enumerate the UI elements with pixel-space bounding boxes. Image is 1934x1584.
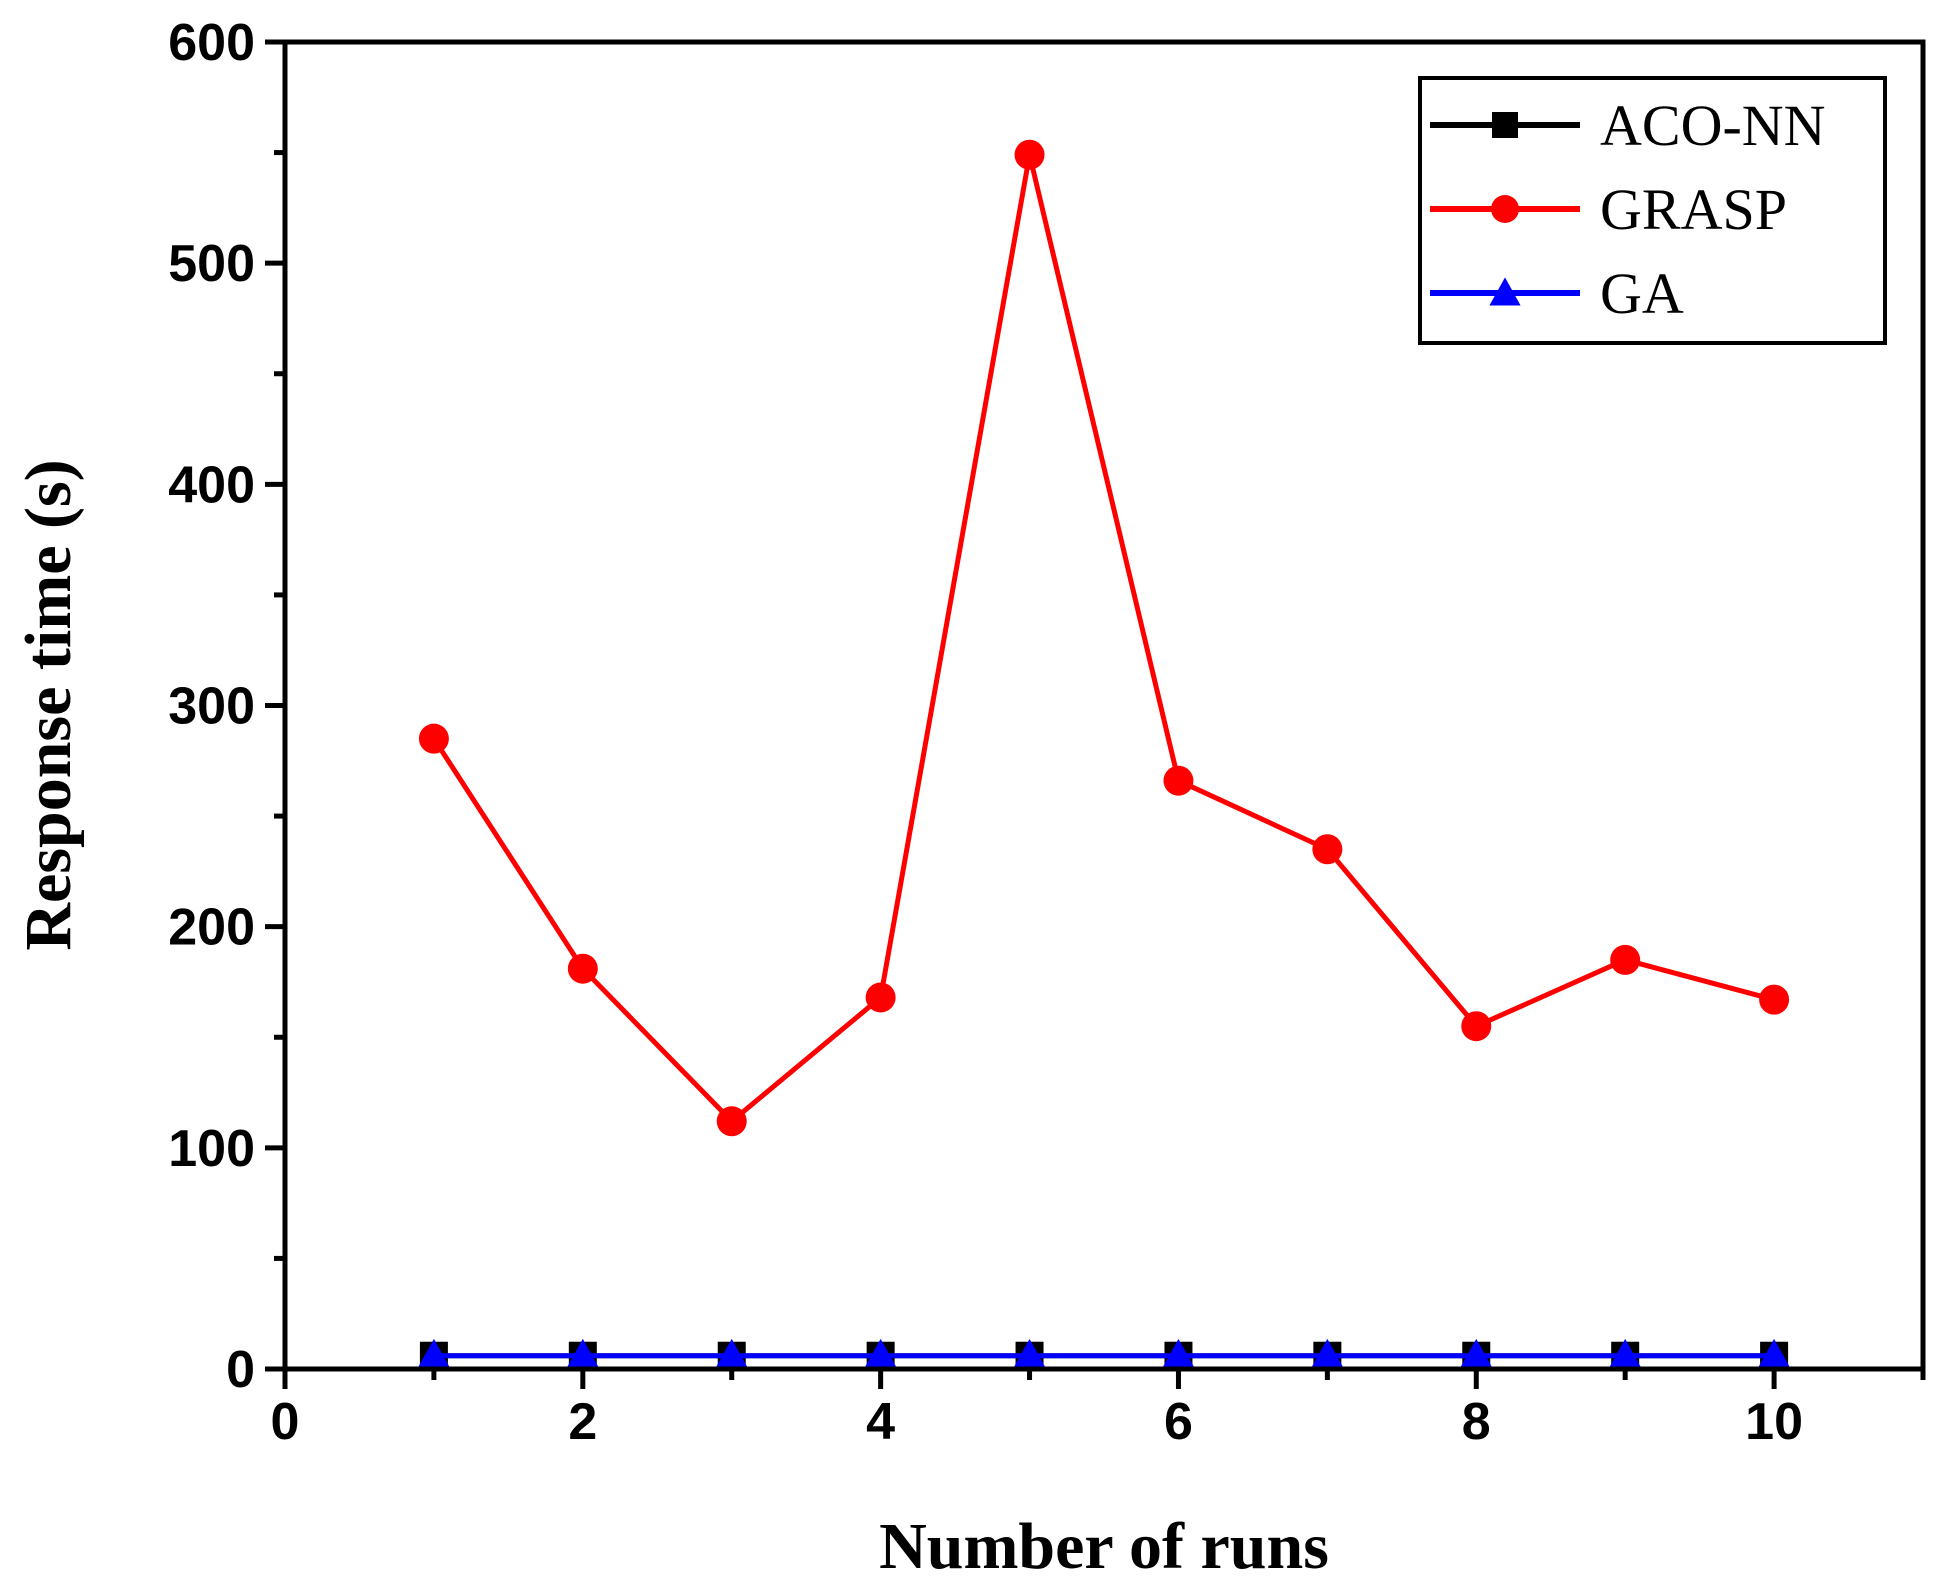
grasp-point-2 [567,953,598,984]
x-tick-label-8: 8 [1462,1393,1491,1451]
grasp-point-3 [716,1106,747,1137]
legend-label-ga: GA [1600,261,1684,326]
grasp-point-5 [1014,139,1045,170]
legend-item-ga: GA [1430,261,1684,326]
x-tick-label-6: 6 [1164,1393,1193,1451]
y-tick-label-400: 400 [168,456,255,514]
ga-point-9 [1608,1338,1642,1370]
ga-point-8 [1459,1338,1494,1370]
y-tick-label-100: 100 [168,1120,255,1178]
x-tick-label-0: 0 [271,1393,300,1451]
y-tick-label-0: 0 [226,1341,255,1399]
grasp-point-10 [1759,984,1790,1015]
legend-swatch-marker [1489,277,1521,306]
series-ga [417,1338,1791,1370]
y-tick-label-500: 500 [168,235,255,293]
y-tick-label-300: 300 [168,678,255,736]
x-tick-label-2: 2 [568,1393,597,1451]
x-tick-label-10: 10 [1745,1393,1803,1451]
grasp-point-9 [1610,944,1641,975]
y-axis-title: Response time (s) [12,459,85,950]
grasp-point-6 [1163,765,1194,796]
legend: ACO-NN GRASP GA [1418,76,1887,345]
ga-point-5 [1012,1338,1047,1370]
ga-point-4 [863,1338,898,1370]
legend-swatch-marker [1491,195,1519,223]
ga-point-7 [1310,1338,1345,1370]
ga-point-6 [1161,1338,1196,1370]
grasp-line [431,152,1775,1124]
ga-point-2 [566,1338,600,1370]
grasp-point-8 [1461,1011,1492,1042]
ga-point-1 [417,1338,451,1370]
legend-swatch-marker [1492,112,1518,138]
axes: 0 100 200 300 400 500 600 0 2 4 6 8 10 [168,14,1926,1451]
legend-label-grasp: GRASP [1600,177,1787,242]
series-grasp [418,139,1790,1137]
legend-label-aco-nn: ACO-NN [1600,93,1826,158]
legend-item-grasp: GRASP [1430,177,1787,242]
series-layer [417,139,1791,1370]
y-tick-label-200: 200 [168,899,255,957]
x-tick-label-4: 4 [866,1393,895,1451]
legend-item-aco-nn: ACO-NN [1430,93,1826,158]
grasp-point-7 [1312,834,1343,865]
grasp-point-1 [418,723,449,754]
ga-point-3 [714,1338,749,1370]
y-tick-label-600: 600 [168,14,255,72]
grasp-point-4 [865,982,896,1013]
ga-point-10 [1757,1338,1791,1370]
x-axis-title: Number of runs [879,1510,1329,1583]
